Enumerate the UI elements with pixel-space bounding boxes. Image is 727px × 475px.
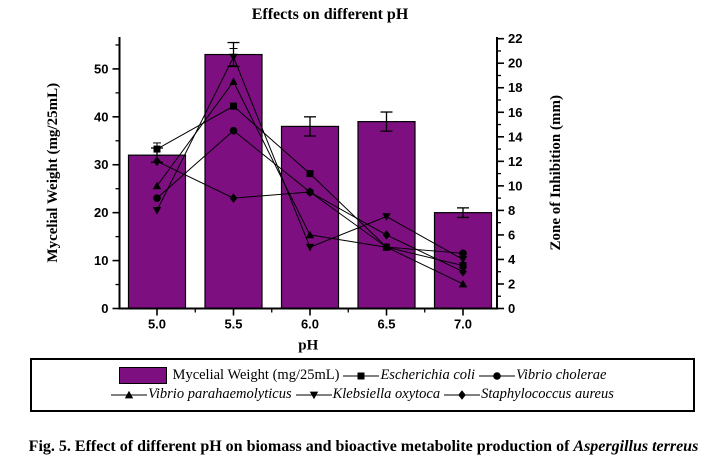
legend-row: Vibrio parahaemolyticus Klebsiella oxytoc…	[32, 386, 693, 403]
left-axis-tick-label: 50	[94, 61, 108, 76]
right-axis-tick-label: 12	[508, 154, 522, 169]
legend-label: Staphylococcus aureus	[481, 386, 614, 402]
x-axis-tick-label: 5.0	[148, 317, 166, 332]
x-axis-title: pH	[298, 338, 318, 354]
caption-text: Fig. 5. Effect of different pH on biomas…	[28, 438, 574, 455]
diamond-marker-icon	[444, 389, 481, 400]
left-axis-tick-label: 0	[101, 301, 108, 316]
x-axis-tick-label: 6.5	[377, 317, 395, 332]
right-axis-tick-label: 16	[508, 105, 522, 120]
bar-error-bar	[380, 111, 393, 132]
right-axis-tick-label: 2	[508, 276, 515, 291]
x-axis-tick-label: 6.0	[301, 317, 319, 332]
legend-label: Klebsiella oxytoca	[332, 386, 441, 402]
series-markers-triangle-down	[152, 53, 468, 264]
right-axis-tick-label: 14	[508, 129, 523, 144]
left-axis-title: Mycelial Weight (mg/25mL)	[45, 83, 61, 263]
bar-error-bar	[304, 116, 316, 137]
legend-item: Klebsiella oxytoca	[295, 386, 441, 403]
circle-marker-icon	[479, 371, 516, 380]
legend-row: Mycelial Weight (mg/25mL) Escherichia col…	[32, 367, 693, 384]
right-axis-title: Zone of Inhibition (mm)	[548, 95, 564, 250]
legend-item: Escherichia coli	[343, 367, 475, 384]
triangle-up-marker-icon	[111, 390, 148, 398]
legend-label: Vibrio parahaemolyticus	[148, 386, 292, 402]
right-axis-tick-label: 18	[508, 80, 522, 95]
legend-label: Mycelial Weight (mg/25mL)	[172, 367, 340, 383]
right-axis-tick-label: 6	[508, 227, 515, 242]
series-markers-triangle-up	[152, 77, 468, 288]
legend-item: Vibrio parahaemolyticus	[111, 386, 292, 403]
right-axis-tick-label: 8	[508, 203, 515, 218]
right-axis-tick-label: 10	[508, 178, 522, 193]
bar-swatch-icon	[118, 367, 167, 384]
x-axis-tick-label: 5.5	[224, 317, 242, 332]
left-axis-tick-label: 10	[94, 253, 108, 268]
legend-item: Staphylococcus aureus	[444, 386, 614, 403]
x-axis-tick-label: 7.0	[454, 317, 472, 332]
right-axis-tick-label: 20	[508, 56, 522, 71]
figure-caption: Fig. 5. Effect of different pH on biomas…	[0, 438, 727, 456]
combo-chart: 0 10 20 30 40 50 0 2 4 6 8 10 12 14 16 18 20 22 5.0 5.5 6.0 6…	[45, 31, 564, 354]
chart-title: Effects on different pH	[251, 6, 409, 23]
caption-species-name: Aspergillus terreus	[573, 438, 699, 455]
left-axis-tick-label: 30	[94, 157, 108, 172]
legend-item: Vibrio cholerae	[479, 367, 606, 384]
series-markers-diamond	[153, 156, 467, 277]
legend-box: Mycelial Weight (mg/25mL) Escherichia col…	[30, 358, 695, 412]
legend-label: Escherichia coli	[380, 367, 476, 383]
left-axis-tick-label: 40	[94, 109, 108, 124]
bar-error-bar	[457, 207, 469, 219]
mycelial-weight-bar	[127, 154, 187, 310]
right-axis-tick-label: 22	[508, 31, 522, 46]
legend-label: Vibrio cholerae	[516, 367, 607, 383]
right-axis-tick-label: 4	[508, 252, 516, 267]
right-axis-tick-label: 0	[508, 301, 515, 316]
mycelial-weight-bar	[280, 125, 340, 310]
mycelial-weight-bar	[204, 53, 263, 310]
square-marker-icon	[343, 372, 380, 379]
legend-item: Mycelial Weight (mg/25mL)	[118, 367, 340, 384]
left-axis-tick-label: 20	[94, 205, 108, 220]
triangle-down-marker-icon	[295, 391, 332, 399]
